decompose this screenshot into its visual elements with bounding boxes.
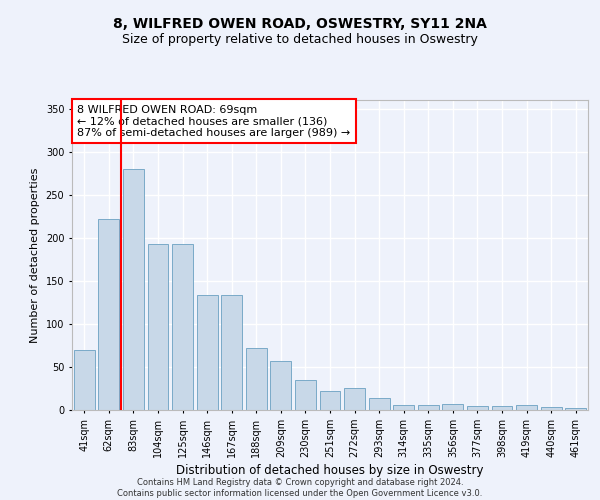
Text: 8 WILFRED OWEN ROAD: 69sqm
← 12% of detached houses are smaller (136)
87% of sem: 8 WILFRED OWEN ROAD: 69sqm ← 12% of deta… (77, 104, 350, 138)
Bar (123, 169, 144, 410)
Bar (393, 405, 414, 410)
Bar (98, 219, 119, 410)
Bar (172, 244, 193, 410)
Bar (344, 388, 365, 410)
Bar (541, 408, 562, 410)
Bar (368, 398, 389, 410)
Text: Contains HM Land Registry data © Crown copyright and database right 2024.
Contai: Contains HM Land Registry data © Crown c… (118, 478, 482, 498)
Bar (565, 408, 586, 410)
Bar (320, 391, 340, 410)
Y-axis label: Number of detached properties: Number of detached properties (30, 168, 40, 342)
Bar (246, 348, 267, 410)
Bar (491, 406, 512, 410)
Bar (418, 405, 439, 410)
Bar (271, 361, 292, 410)
Bar (148, 244, 169, 410)
Text: 8, WILFRED OWEN ROAD, OSWESTRY, SY11 2NA: 8, WILFRED OWEN ROAD, OSWESTRY, SY11 2NA (113, 18, 487, 32)
Text: Size of property relative to detached houses in Oswestry: Size of property relative to detached ho… (122, 32, 478, 46)
Bar (516, 405, 537, 410)
Bar (197, 296, 218, 410)
Bar (467, 406, 488, 410)
Bar (221, 296, 242, 410)
Bar (74, 350, 95, 410)
Bar (442, 404, 463, 410)
Bar (295, 380, 316, 410)
X-axis label: Distribution of detached houses by size in Oswestry: Distribution of detached houses by size … (176, 464, 484, 477)
